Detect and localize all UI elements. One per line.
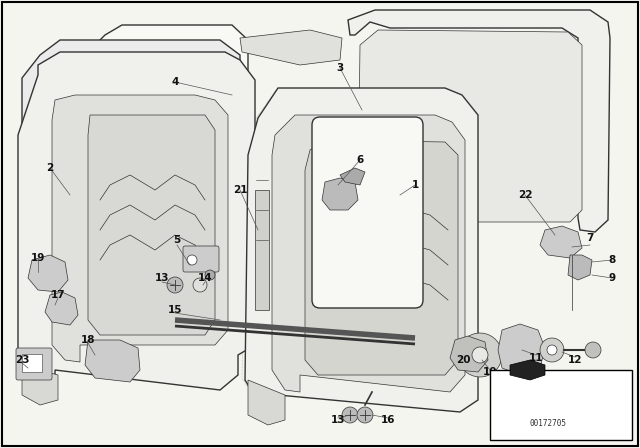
Polygon shape (458, 333, 502, 377)
Circle shape (585, 342, 601, 358)
Text: 22: 22 (518, 190, 532, 200)
Polygon shape (240, 30, 342, 65)
Bar (490, 370, 632, 440)
Text: 13: 13 (155, 273, 169, 283)
Polygon shape (340, 168, 365, 185)
Polygon shape (450, 336, 488, 372)
Polygon shape (52, 95, 228, 362)
FancyBboxPatch shape (322, 121, 422, 301)
Circle shape (193, 278, 207, 292)
Polygon shape (88, 115, 215, 335)
Text: 7: 7 (586, 233, 594, 243)
Text: 1: 1 (412, 180, 419, 190)
Polygon shape (85, 340, 140, 382)
Polygon shape (568, 255, 592, 280)
Polygon shape (22, 40, 240, 360)
Polygon shape (28, 255, 68, 292)
Circle shape (357, 407, 373, 423)
Text: 17: 17 (51, 290, 65, 300)
Text: 12: 12 (568, 355, 582, 365)
Polygon shape (248, 380, 285, 425)
Circle shape (187, 255, 197, 265)
Polygon shape (272, 115, 465, 392)
Circle shape (540, 338, 564, 362)
Polygon shape (498, 324, 545, 375)
Text: 3: 3 (337, 63, 344, 73)
Text: 4: 4 (172, 77, 179, 87)
Polygon shape (348, 10, 610, 232)
Polygon shape (510, 360, 545, 380)
Circle shape (205, 270, 215, 280)
Text: 2: 2 (46, 163, 54, 173)
Polygon shape (18, 52, 255, 390)
FancyBboxPatch shape (312, 117, 423, 308)
Polygon shape (88, 25, 248, 300)
Text: 8: 8 (609, 255, 616, 265)
Circle shape (547, 345, 557, 355)
Text: 9: 9 (609, 273, 616, 283)
Text: 00172705: 00172705 (529, 418, 566, 427)
Text: 15: 15 (168, 305, 182, 315)
Polygon shape (540, 226, 582, 258)
Text: 20: 20 (456, 355, 470, 365)
Text: 21: 21 (233, 185, 247, 195)
Bar (22, 354, 42, 372)
Text: 13: 13 (331, 415, 345, 425)
Text: 19: 19 (31, 253, 45, 263)
Text: 10: 10 (483, 367, 497, 377)
Circle shape (167, 277, 183, 293)
Text: 6: 6 (356, 155, 364, 165)
Bar (255, 190, 269, 310)
Text: 14: 14 (198, 273, 212, 283)
Text: 16: 16 (381, 415, 396, 425)
Circle shape (472, 347, 488, 363)
Text: 23: 23 (15, 355, 29, 365)
Text: 5: 5 (173, 235, 180, 245)
FancyBboxPatch shape (183, 246, 219, 272)
Circle shape (342, 407, 358, 423)
FancyBboxPatch shape (16, 348, 52, 380)
Text: 11: 11 (529, 353, 543, 363)
Polygon shape (245, 88, 478, 412)
Polygon shape (358, 30, 582, 222)
Polygon shape (45, 292, 78, 325)
Polygon shape (22, 365, 58, 405)
Polygon shape (305, 140, 458, 375)
Text: 18: 18 (81, 335, 95, 345)
Polygon shape (322, 178, 358, 210)
